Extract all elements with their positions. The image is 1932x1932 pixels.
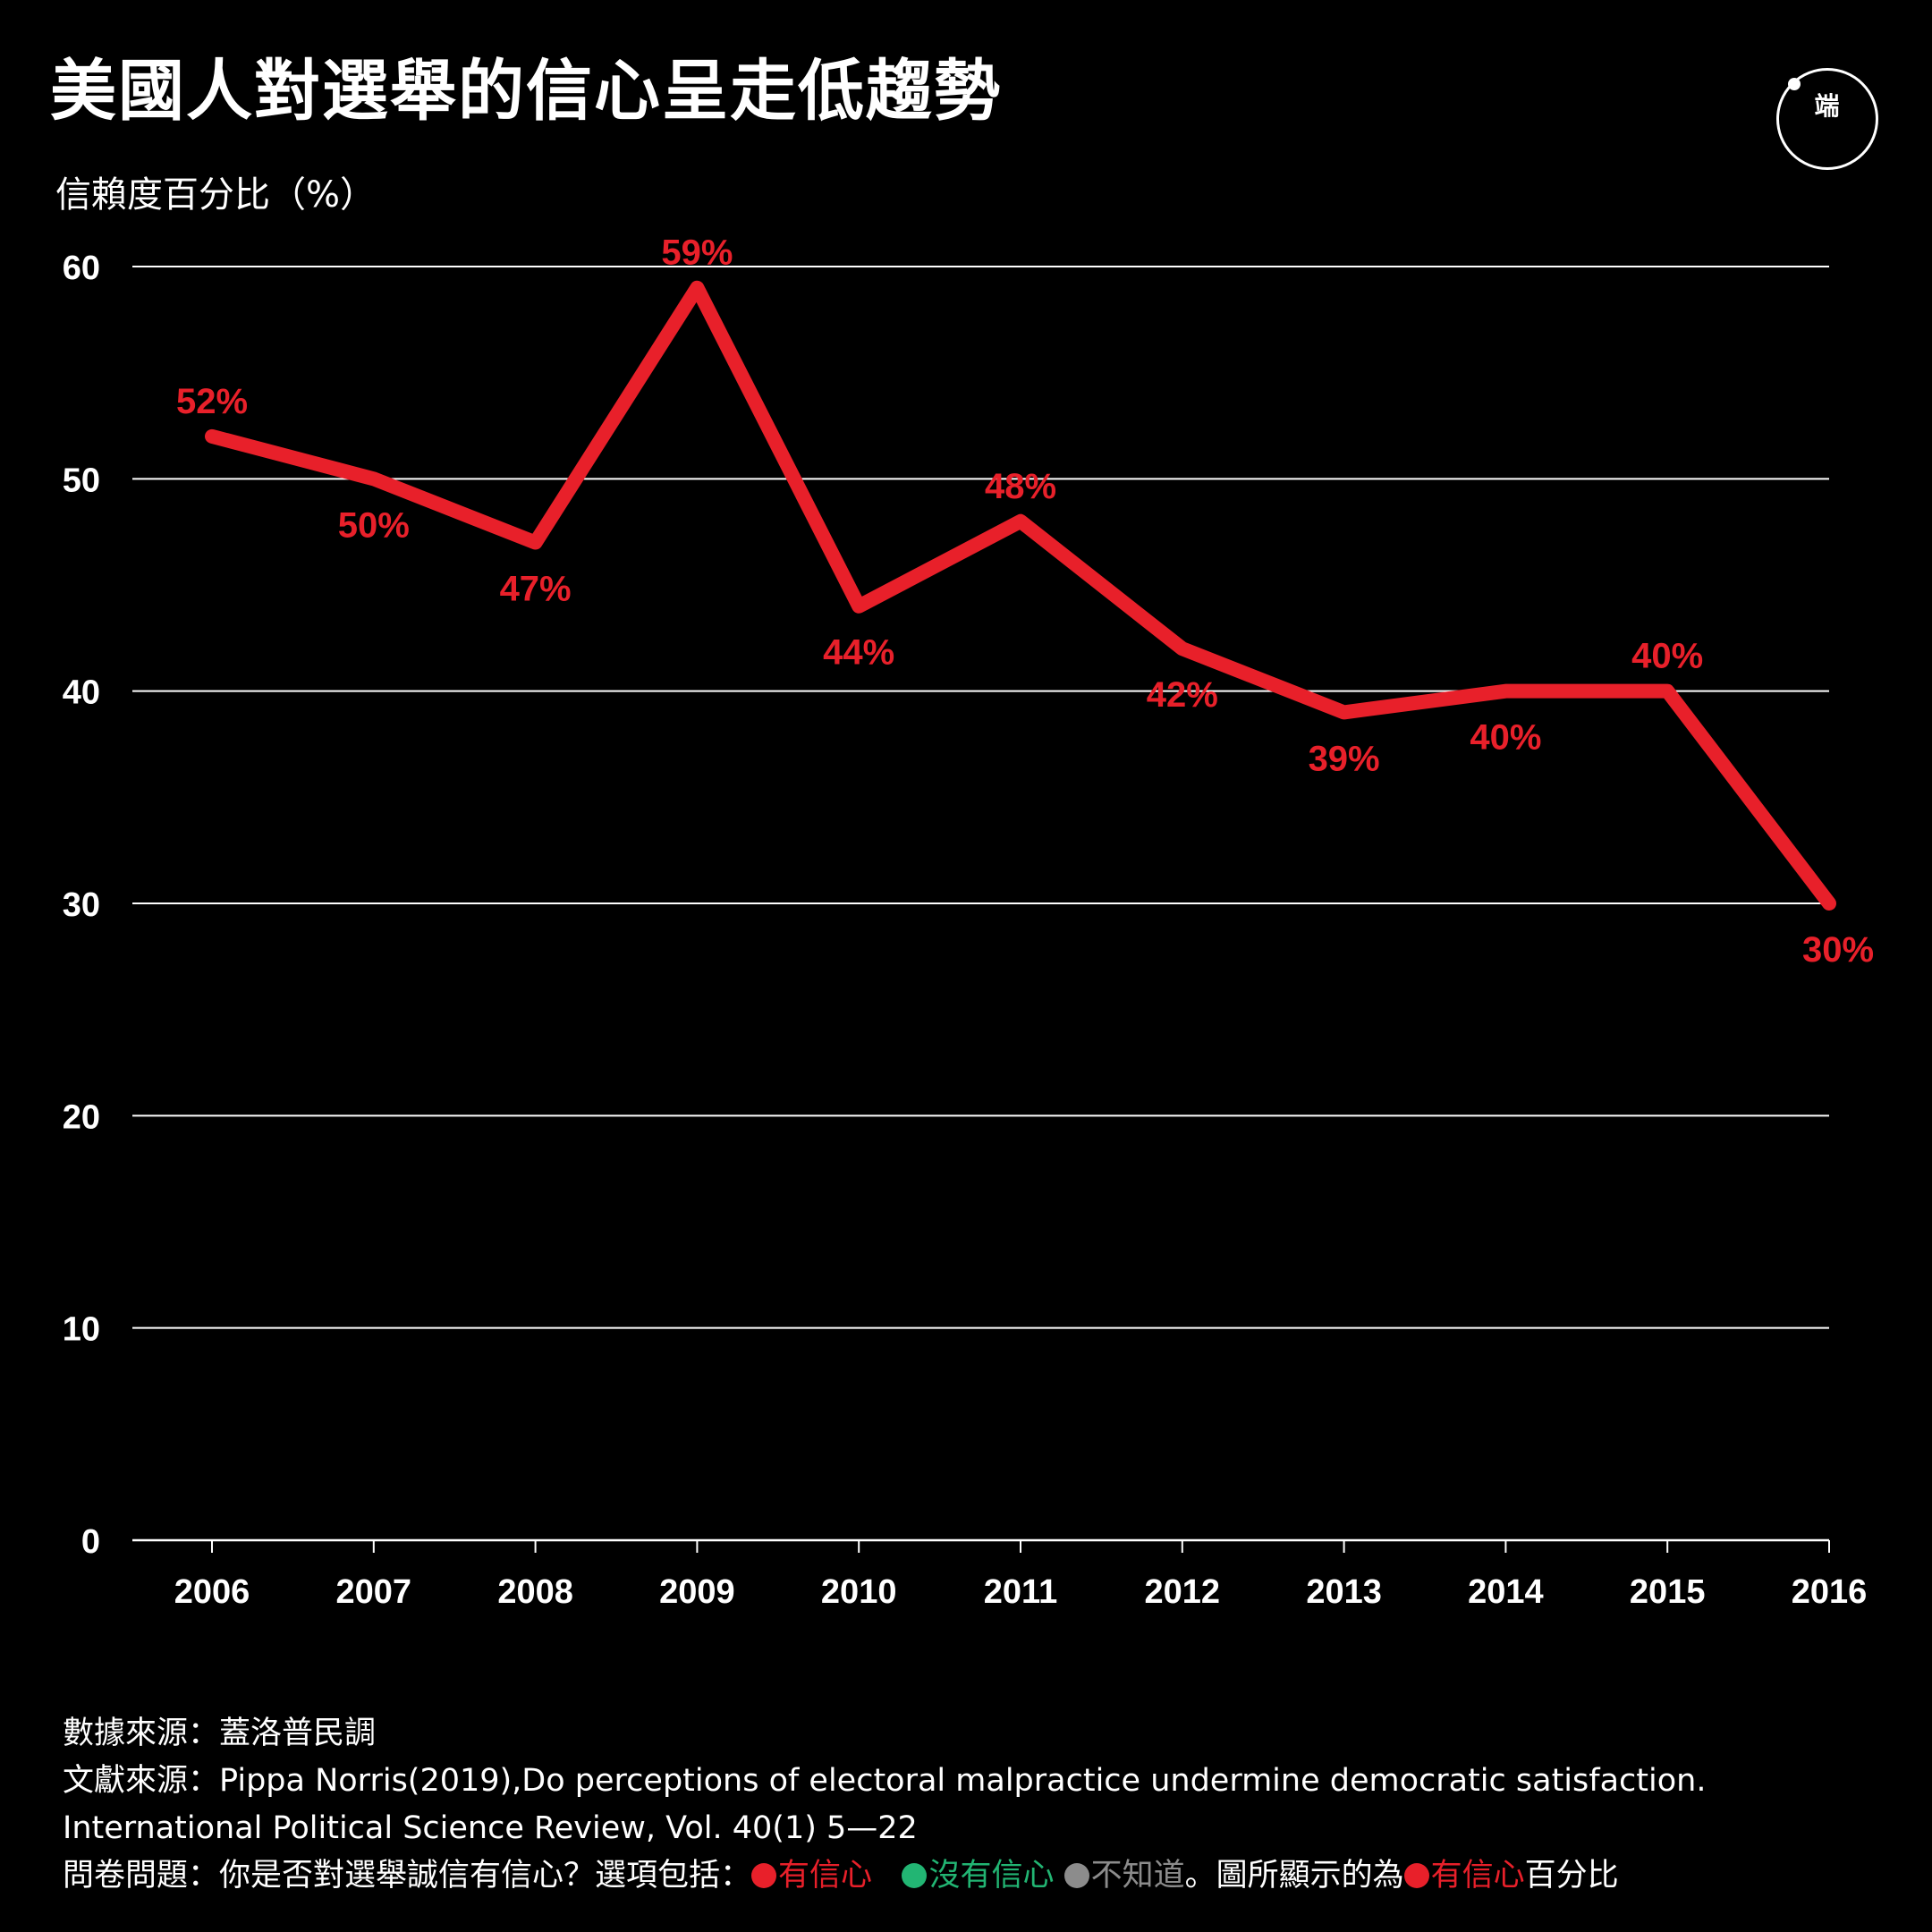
grid-lines <box>132 266 1829 1542</box>
y-tick-label: 20 <box>63 1098 100 1136</box>
data-label: 50% <box>338 505 410 545</box>
reference-label: 文獻來源： <box>63 1763 220 1799</box>
red-dot-icon <box>751 1863 777 1888</box>
question-row: 問卷問題：你是否對選舉誠信有信心？選項包括： 有信心 沒有信心 不知道。圖所顯示的… <box>63 1852 1887 1900</box>
x-tick-label: 2009 <box>659 1573 735 1611</box>
green-dot-icon <box>902 1863 928 1888</box>
y-axis-label: 信賴度百分比（%） <box>55 174 377 216</box>
data-label: 47% <box>500 570 572 609</box>
x-tick-label: 2006 <box>174 1573 250 1611</box>
option-unknown: 不知道 <box>1090 1858 1185 1894</box>
x-tick-label: 2012 <box>1145 1573 1221 1611</box>
y-tick-label: 60 <box>63 250 100 287</box>
series-line-path <box>205 280 1836 911</box>
y-tick-labels: 0 10 20 30 40 50 60 <box>63 250 100 1561</box>
data-label: 48% <box>985 467 1056 506</box>
red-dot-icon <box>1403 1863 1429 1888</box>
x-tick-label: 2007 <box>336 1573 412 1611</box>
y-tick-label: 40 <box>63 674 100 712</box>
data-label: 39% <box>1309 739 1380 778</box>
question-label: 問卷問題： <box>63 1858 220 1894</box>
source-text: 蓋洛普民調 <box>219 1716 377 1751</box>
x-tick-labels: 2006 2007 2008 2009 2010 2011 2012 2013 2014 2015… <box>174 1540 1868 1611</box>
logo-dot <box>1788 78 1801 90</box>
x-tick-label: 2010 <box>821 1573 897 1611</box>
x-tick-label: 2011 <box>984 1573 1057 1611</box>
reference-row: 文獻來源：Pippa Norris(2019),Do perceptions o… <box>63 1758 1887 1852</box>
brand-logo: 端 <box>1776 68 1878 170</box>
x-tick-label: 2015 <box>1630 1573 1706 1611</box>
x-tick-label: 2008 <box>497 1573 573 1611</box>
y-tick-label: 0 <box>81 1523 100 1561</box>
data-label: 40% <box>1631 637 1703 676</box>
series-line <box>205 280 1836 911</box>
data-label: 40% <box>1470 718 1541 758</box>
chart-title: 美國人對選舉的信心呈走低趨勢 <box>50 53 1002 130</box>
y-tick-label: 30 <box>63 886 100 924</box>
data-label: 59% <box>661 233 733 273</box>
data-label: 30% <box>1802 930 1874 970</box>
data-label: 52% <box>176 382 248 421</box>
reference-text: Pippa Norris(2019),Do perceptions of ele… <box>63 1763 1707 1846</box>
y-tick-label: 50 <box>63 462 100 499</box>
shown-option: 有信心 <box>1430 1858 1525 1894</box>
option-yes: 有信心 <box>778 1858 873 1894</box>
x-tick-label: 2013 <box>1306 1573 1382 1611</box>
shown-suffix: 百分比 <box>1524 1858 1619 1894</box>
data-label: 44% <box>823 633 894 673</box>
data-labels: 52% 50% 47% 59% 44% 48% 42% 39% 40% 40% 30% <box>176 233 1874 970</box>
x-tick-label: 2016 <box>1792 1573 1868 1611</box>
gray-dot-icon <box>1063 1863 1089 1888</box>
footer-notes: 數據來源：蓋洛普民調 文獻來源：Pippa Norris(2019),Do pe… <box>63 1710 1887 1900</box>
logo-mark: 端 <box>1814 91 1841 121</box>
y-tick-label: 10 <box>63 1311 100 1349</box>
option-no: 沒有信心 <box>928 1858 1055 1894</box>
x-tick-label: 2014 <box>1468 1573 1544 1611</box>
shown-text: 。圖所顯示的為 <box>1184 1858 1404 1894</box>
source-label: 數據來源： <box>63 1716 220 1751</box>
source-row: 數據來源：蓋洛普民調 <box>63 1710 1887 1758</box>
data-label: 42% <box>1147 675 1218 715</box>
question-text: 你是否對選舉誠信有信心？選項包括： <box>219 1858 752 1894</box>
